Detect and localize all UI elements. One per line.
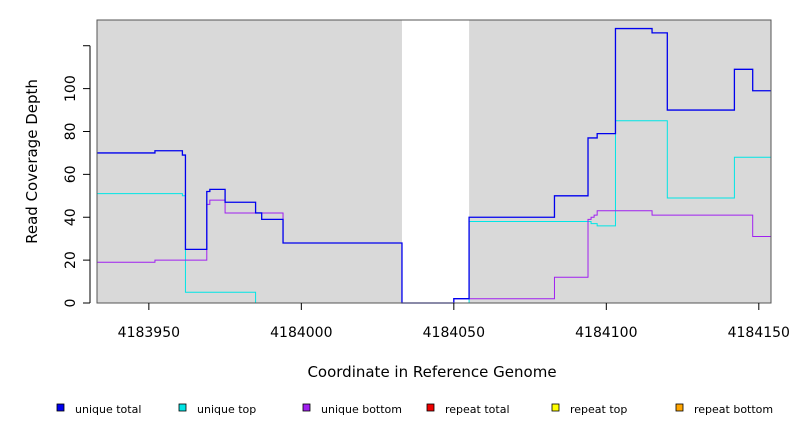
y-tick-label: 80 [63, 123, 79, 141]
legend-label: repeat top [570, 403, 627, 416]
legend-item-unique-total: unique total [56, 403, 141, 416]
legend-item-unique-bottom: unique bottom [302, 403, 402, 416]
legend-item-repeat-total: repeat total [426, 403, 510, 416]
legend-swatch [178, 403, 187, 412]
legend-label: unique total [75, 403, 141, 416]
x-axis-title: Coordinate in Reference Genome [307, 363, 556, 381]
legend-item-repeat-top: repeat top [551, 403, 627, 416]
plot-frame [96, 19, 772, 304]
x-tick-label: 4184150 [728, 325, 790, 341]
legend-swatch [302, 403, 311, 412]
legend-label: unique bottom [321, 403, 402, 416]
y-axis-title: Read Coverage Depth [23, 79, 41, 244]
y-tick-label: 0 [63, 299, 79, 308]
series-line-unique-bottom [97, 199, 771, 304]
y-tick-label: 40 [63, 208, 79, 226]
legend-swatch [551, 403, 560, 412]
legend-swatch [426, 403, 435, 412]
x-tick-label: 4184000 [270, 325, 332, 341]
y-axis: 0 20 40 60 80 100 [63, 45, 91, 308]
legend-item-unique-top: unique top [178, 403, 256, 416]
legend-item-repeat-bottom: repeat bottom [675, 403, 773, 416]
x-tick-label: 4183950 [118, 325, 180, 341]
legend-label: unique top [197, 403, 256, 416]
shaded-region-1 [97, 20, 402, 303]
shaded-region-2 [469, 20, 771, 303]
y-tick-label: 60 [63, 165, 79, 183]
x-axis: 4183950 4184000 4184050 4184100 4184150 [118, 303, 790, 341]
x-tick-label: 4184100 [575, 325, 637, 341]
legend-label: repeat total [445, 403, 510, 416]
legend-swatch [56, 403, 65, 412]
x-tick-label: 4184050 [423, 325, 485, 341]
y-tick-label: 20 [63, 251, 79, 269]
y-tick-label: 100 [63, 75, 79, 102]
legend-swatch [675, 403, 684, 412]
legend: unique total unique top unique bottom repea… [56, 403, 773, 416]
shaded-regions [97, 20, 771, 303]
legend-label: repeat bottom [694, 403, 773, 416]
